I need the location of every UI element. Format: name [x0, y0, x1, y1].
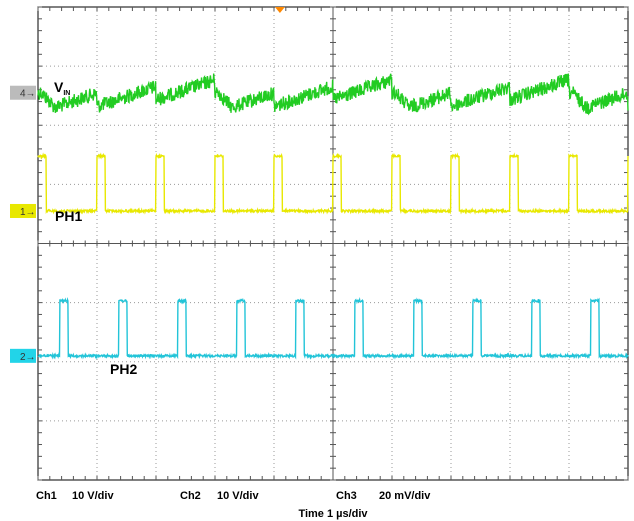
- status-bar: Ch1 10 V/div Ch2 10 V/div Ch3 20 mV/div …: [36, 490, 431, 520]
- waveform-traces: [37, 73, 629, 360]
- channel-marker-1: [10, 203, 36, 218]
- ch3-scale: 20 mV/div: [379, 490, 431, 502]
- channel-markers: 4→ 1→ 2→: [10, 85, 36, 363]
- trace-ph1: [37, 152, 629, 215]
- ch1-scale: 10 V/div: [72, 490, 114, 502]
- channel-marker-4: [10, 85, 36, 100]
- trace-ph2: [37, 296, 629, 360]
- channel-marker-2: [10, 348, 36, 363]
- trigger-position-marker: [274, 7, 285, 13]
- channel-marker-label-2: 2→: [20, 352, 36, 363]
- timebase-label: Time 1 µs/div: [298, 508, 368, 520]
- ch1-label: Ch1: [36, 490, 57, 502]
- trace-label-ph2: PH2: [110, 361, 137, 377]
- channel-marker-label-4: 4→: [20, 89, 36, 100]
- graticule: [37, 6, 629, 481]
- channel-marker-label-1: 1→: [20, 207, 36, 218]
- ch2-scale: 10 V/div: [217, 490, 259, 502]
- ch2-label: Ch2: [180, 490, 201, 502]
- ch3-label: Ch3: [336, 490, 357, 502]
- trace-label-ph1: PH1: [55, 208, 82, 224]
- trace-label-vin: VIN: [54, 79, 70, 97]
- trace-vin: [37, 73, 629, 116]
